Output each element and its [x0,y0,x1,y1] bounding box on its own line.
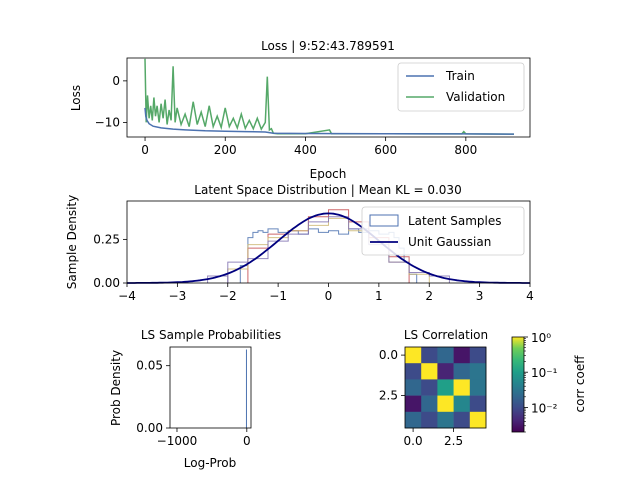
latent-ylabel: Sample Density [65,195,79,289]
correlation-cell [469,363,487,380]
loss-xtick-label: 400 [294,143,317,157]
correlation-cell [469,411,487,429]
loss-xtick-label: 200 [214,143,237,157]
correlation-cell [405,363,422,380]
latent-legend: Latent Samples Unit Gaussian [361,206,525,256]
correlation-cell [421,347,438,364]
correlation-cell [437,379,454,396]
correlation-cell [469,347,487,364]
logprob-ytick-label: 0.05 [136,359,163,373]
correlation-cell [437,395,454,413]
correlation-cell [453,395,471,413]
correlation-axes-frame [404,346,487,429]
latent-xtick-label: 0 [325,289,333,303]
loss-title: Loss | 9:52:43.789591 [261,39,395,53]
probabilities-xlabel: Log-Prob [184,456,236,470]
loss-ytick-label: 0 [112,74,120,88]
correlation-cell [405,395,422,413]
correlation-cell [469,395,487,413]
correlation-cell [453,411,471,429]
correlation-cell [421,411,438,429]
correlation-xtick-label: 2.5 [444,434,463,448]
latent-xtick-label: −3 [169,289,187,303]
latent-xtick-label: 4 [526,289,534,303]
colorbar-tick-label: 10⁻² [531,401,558,415]
latent-xtick-label: −2 [219,289,237,303]
correlation-ytick-label: 0.0 [379,348,398,362]
latent-xtick-label: 2 [425,289,433,303]
loss-xlabel: Epoch [310,167,347,181]
logprob-ytick-label: 0.00 [136,421,163,435]
latent-ytick-label: 0.25 [93,232,120,246]
loss-xtick-label: 0 [141,143,149,157]
correlation-xtick-label: 0.0 [404,434,423,448]
correlation-cell [437,363,454,380]
legend-swatch-latent-samples [369,214,399,227]
legend-label-train: Train [445,69,475,83]
latent-histogram-3 [227,216,450,283]
latent-panel: Latent Space Distribution | Mean KL = 0.… [65,183,534,303]
colorbar [511,336,525,433]
correlation-cell [469,379,487,396]
correlation-cell [405,379,422,396]
latent-xtick-label: 1 [375,289,383,303]
correlation-cell [421,379,438,396]
probabilities-panel: LS Sample Probabilities −1000 0 0.00 0.05 L… [109,328,281,470]
correlation-cell [437,347,454,364]
latent-xtick-label: −4 [118,289,136,303]
latent-ytick-label: 0.00 [93,276,120,290]
loss-ytick-label: −10 [95,115,120,129]
correlation-cell [405,347,422,364]
loss-xtick-label: 800 [454,143,477,157]
loss-panel: Loss | 9:52:43.789591 0 200 400 600 8000−10 … [69,39,531,181]
correlation-title: LS Correlation [404,328,488,342]
loss-xtick-label: 600 [374,143,397,157]
loss-axes-frame [126,57,531,138]
correlation-ytick-label: 2.5 [379,389,398,403]
correlation-cell [421,363,438,380]
loss-legend-box [397,62,525,112]
probabilities-title: LS Sample Probabilities [141,328,281,342]
correlation-panel: LS Correlation 0.0 2.50.02.5 10⁰10⁻¹10⁻² … [379,328,587,448]
loss-ylabel: Loss [69,85,83,111]
colorbar-label: corr coeff [573,355,587,413]
colorbar-tick-label: 10⁻¹ [531,366,558,380]
probabilities-axes-frame [169,346,252,429]
logprob-xtick-label: 0 [243,434,251,448]
legend-label-unit-gaussian: Unit Gaussian [408,235,491,249]
logprob-xtick-label: −1000 [157,434,198,448]
latent-legend-box [361,206,525,256]
legend-label-validation: Validation [446,90,505,104]
latent-xtick-label: −1 [269,289,287,303]
correlation-cell [405,411,422,429]
correlation-cell [437,411,454,429]
legend-label-latent-samples: Latent Samples [408,214,502,228]
latent-title: Latent Space Distribution | Mean KL = 0.… [194,183,461,197]
correlation-cell [421,395,438,413]
correlation-cell [453,379,471,396]
colorbar-tick-label: 10⁰ [531,331,551,345]
unit-gaussian-curve [127,212,530,284]
latent-xtick-label: 3 [476,289,484,303]
probabilities-ylabel: Prob Density [109,350,123,426]
loss-legend: Train Validation [397,62,525,112]
series-line-train [144,107,515,135]
correlation-cell [453,363,471,380]
correlation-cell [453,347,471,364]
